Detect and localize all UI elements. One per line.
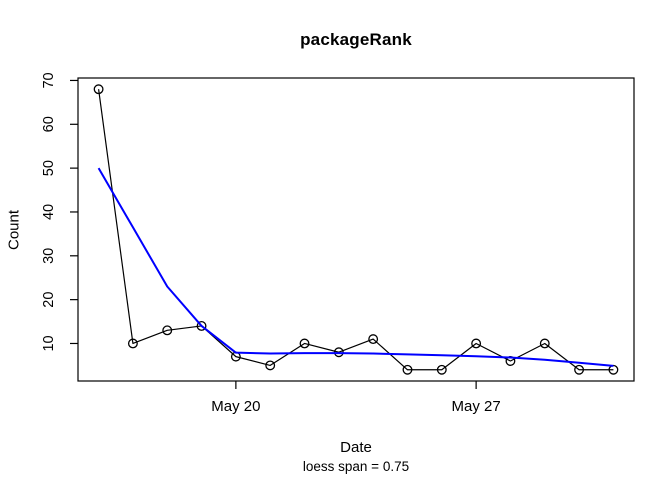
data-point-marker (127, 338, 138, 349)
y-tick-label: 40 (41, 204, 57, 220)
y-tick-label: 60 (41, 116, 57, 132)
data-point-marker (539, 338, 550, 349)
x-tick-label: May 27 (452, 398, 501, 415)
loess-smooth-line (97, 167, 614, 367)
data-point-marker (436, 364, 447, 375)
y-tick-label: 10 (41, 335, 57, 351)
plot-box (77, 77, 635, 382)
data-point-marker (196, 320, 207, 331)
data-point-marker (574, 364, 585, 375)
y-tick-label: 20 (41, 292, 57, 308)
x-axis-title: Date (340, 439, 372, 456)
chart-subtitle: loess span = 0.75 (302, 459, 410, 474)
data-point-marker (93, 84, 104, 95)
y-tick-label: 50 (41, 160, 57, 176)
chart-title: packageRank (300, 30, 412, 49)
daily-count-line (97, 89, 614, 371)
data-point-marker (265, 360, 276, 371)
y-tick-label: 70 (41, 72, 57, 88)
data-point-marker (402, 364, 413, 375)
x-tick-label: May 20 (211, 398, 260, 415)
data-point-marker (608, 364, 619, 375)
data-point-marker (368, 334, 379, 345)
y-tick-label: 30 (41, 248, 57, 264)
data-point-marker (162, 325, 173, 336)
data-point-marker (471, 338, 482, 349)
data-point-marker (299, 338, 310, 349)
